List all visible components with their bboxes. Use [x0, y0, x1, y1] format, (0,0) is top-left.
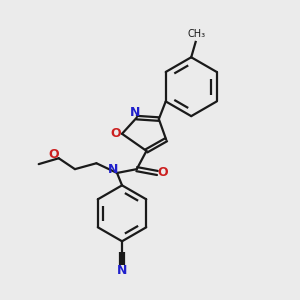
Text: O: O: [110, 127, 121, 140]
Text: N: N: [130, 106, 140, 119]
Text: N: N: [108, 163, 119, 176]
Text: N: N: [117, 264, 127, 277]
Text: O: O: [48, 148, 59, 161]
Text: O: O: [157, 167, 168, 179]
Text: CH₃: CH₃: [188, 29, 206, 39]
